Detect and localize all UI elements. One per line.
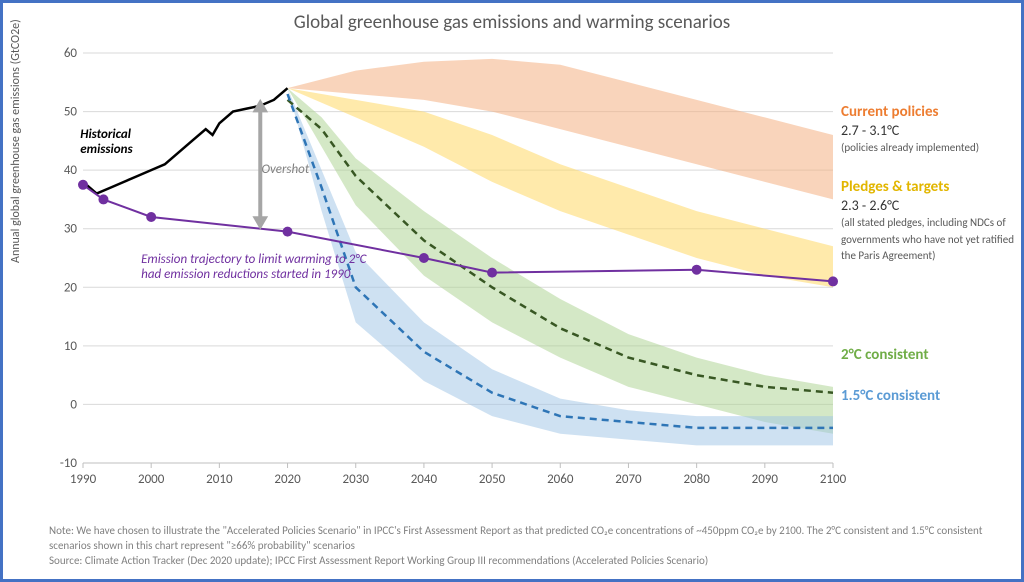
svg-text:2050: 2050 [479, 472, 506, 487]
legend-item-one-five-c: 1.5°C consistent [841, 387, 1019, 406]
legend-pledges-targets-desc: (all stated pledges, including NDCs of g… [841, 216, 1014, 262]
chart-frame: Global greenhouse gas emissions and warm… [0, 0, 1024, 582]
y-axis-label: Annual global greenhouse gas emissions (… [9, 19, 23, 263]
svg-text:2000: 2000 [138, 472, 165, 487]
svg-text:2040: 2040 [411, 472, 438, 487]
svg-text:2070: 2070 [615, 472, 642, 487]
svg-text:2060: 2060 [547, 472, 574, 487]
legend-two-c-name: 2°C consistent [841, 346, 1019, 365]
svg-text:50: 50 [64, 105, 78, 120]
footnote-line-2: Source: Climate Action Tracker (Dec 2020… [49, 554, 1007, 569]
legend-item-two-c: 2°C consistent [841, 346, 1019, 365]
footnote: Note: We have chosen to illustrate the "… [49, 524, 1007, 569]
svg-text:60: 60 [64, 46, 78, 61]
legend: Current policies 2.7 - 3.1°C (policies a… [841, 103, 1019, 428]
svg-text:10: 10 [64, 339, 78, 354]
svg-text:2030: 2030 [343, 472, 370, 487]
svg-text:30: 30 [64, 222, 78, 237]
overshoot-annotation-text: Overshot [261, 162, 309, 177]
svg-text:-10: -10 [60, 456, 78, 471]
footnote-line-1: Note: We have chosen to illustrate the "… [49, 524, 1007, 554]
historical-annotation-text: Historical emissions [80, 127, 132, 157]
svg-text:20: 20 [64, 280, 78, 295]
trajectory-annotation: Emission trajectory to limit warming to … [141, 252, 371, 282]
legend-item-pledges-targets: Pledges & targets 2.3 - 2.6°C (all state… [841, 178, 1019, 264]
legend-pledges-targets-name: Pledges & targets [841, 178, 1019, 197]
legend-current-policies-name: Current policies [841, 103, 1019, 122]
legend-one-five-c-name: 1.5°C consistent [841, 387, 1019, 406]
historical-annotation: Historical emissions [80, 127, 170, 157]
legend-pledges-targets-range: 2.3 - 2.6°C [841, 197, 899, 214]
svg-text:0: 0 [70, 397, 77, 412]
svg-text:2090: 2090 [752, 472, 779, 487]
svg-text:40: 40 [64, 163, 78, 178]
svg-text:1990: 1990 [70, 472, 97, 487]
legend-item-current-policies: Current policies 2.7 - 3.1°C (policies a… [841, 103, 1019, 156]
legend-current-policies-desc: (policies already implemented) [841, 141, 979, 154]
svg-text:2100: 2100 [820, 472, 847, 487]
overshoot-annotation: Overshot [261, 162, 309, 177]
chart-title: Global greenhouse gas emissions and warm… [3, 11, 1021, 34]
svg-text:2010: 2010 [206, 472, 233, 487]
legend-current-policies-range: 2.7 - 3.1°C [841, 122, 899, 139]
svg-text:2020: 2020 [274, 472, 301, 487]
trajectory-annotation-text: Emission trajectory to limit warming to … [141, 252, 366, 282]
svg-text:2080: 2080 [683, 472, 710, 487]
